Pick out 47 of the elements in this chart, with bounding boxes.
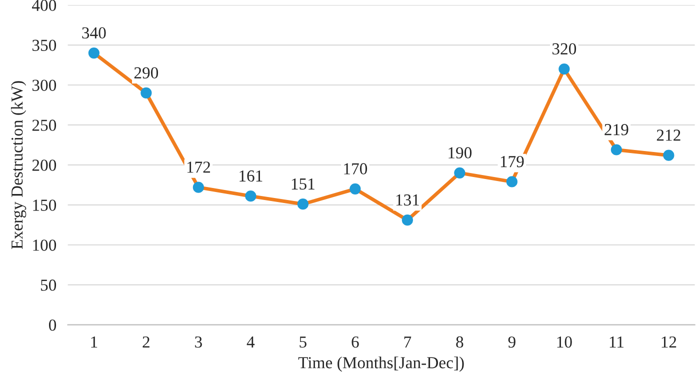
data-label: 179 <box>500 156 524 168</box>
point <box>297 198 308 210</box>
y-tick-label: 150 <box>33 200 56 211</box>
data-label: 290 <box>134 67 158 78</box>
point <box>506 176 518 188</box>
point <box>140 87 152 99</box>
point <box>245 190 256 202</box>
y-tick-label: 50 <box>40 280 56 291</box>
point <box>558 63 570 75</box>
data-label: 131 <box>396 194 419 206</box>
x-tick-label: 11 <box>610 336 624 348</box>
x-tick-label: 6 <box>352 336 359 348</box>
x-tick-label: 5 <box>300 336 306 348</box>
y-tick-label: 100 <box>33 240 56 251</box>
y-tick-label: 350 <box>32 40 56 51</box>
y-tick-label: 250 <box>32 120 56 131</box>
data-label: 172 <box>187 162 210 173</box>
x-tick-label: 4 <box>246 336 255 348</box>
x-tick-label: 7 <box>404 336 412 348</box>
x-tick-label: 1 <box>91 336 98 348</box>
data-label: 212 <box>656 130 680 141</box>
y-tick-label: 400 <box>32 0 56 12</box>
point <box>88 47 100 59</box>
y-tick-label: 0 <box>48 320 56 331</box>
x-axis-title: Time (Months[Jan-Dec]) <box>298 356 464 372</box>
y-axis-title: Exergy Destruction (kW) <box>10 81 26 250</box>
point <box>610 144 622 156</box>
data-label: 219 <box>604 124 628 136</box>
x-tick-label: 10 <box>557 336 572 348</box>
x-tick-label: 12 <box>662 336 676 348</box>
data-label: 340 <box>82 27 106 39</box>
data-label: 170 <box>344 163 368 174</box>
data-label: 320 <box>552 43 576 55</box>
data-label: 161 <box>240 170 262 182</box>
point <box>192 182 204 193</box>
data-label: 151 <box>292 178 314 190</box>
x-tick-label: 8 <box>456 336 464 348</box>
y-tick-label: 200 <box>32 160 56 171</box>
point <box>663 150 674 161</box>
x-tick-label: 3 <box>195 336 202 348</box>
data-label: 190 <box>448 147 472 158</box>
point <box>402 214 413 226</box>
y-tick-label: 300 <box>32 80 56 91</box>
point <box>454 167 466 178</box>
x-tick-label: 2 <box>142 336 150 348</box>
point <box>350 183 361 194</box>
x-tick-label: 9 <box>508 336 516 348</box>
